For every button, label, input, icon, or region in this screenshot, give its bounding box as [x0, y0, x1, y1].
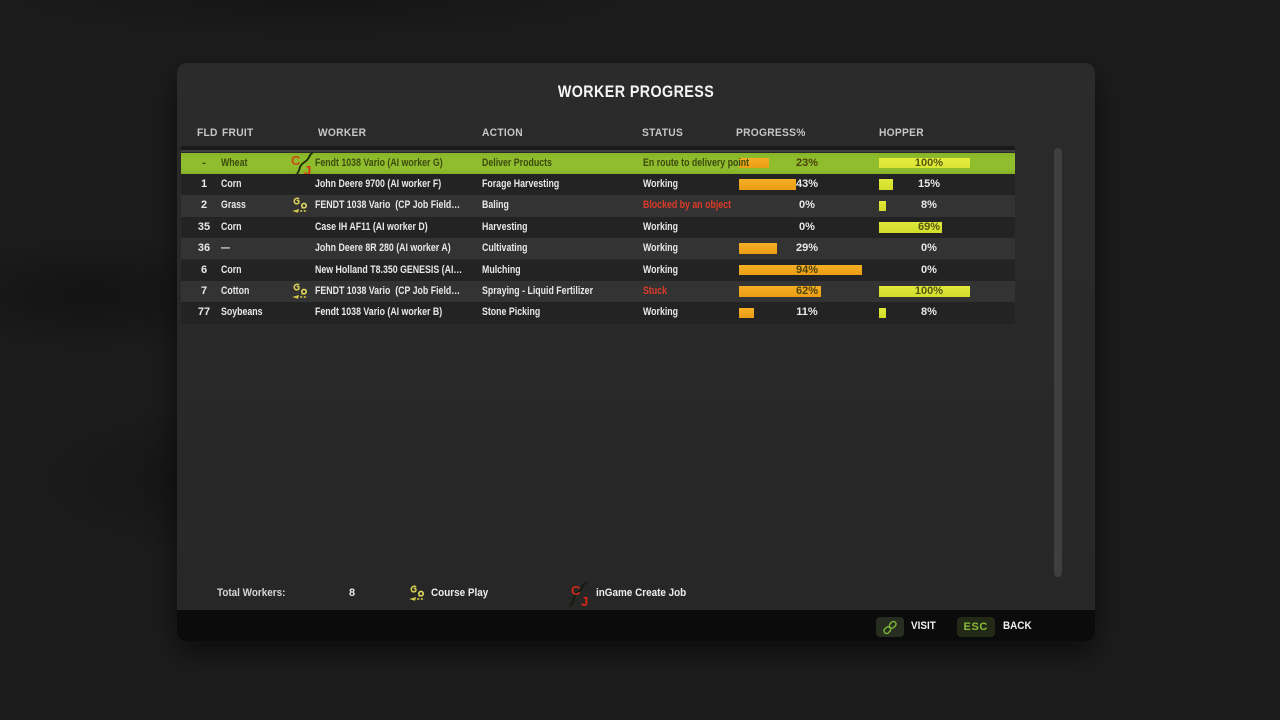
svg-text:C: C [571, 583, 581, 598]
svg-text:C: C [291, 153, 301, 168]
svg-text:J: J [581, 594, 588, 607]
svg-text:J: J [304, 163, 311, 177]
